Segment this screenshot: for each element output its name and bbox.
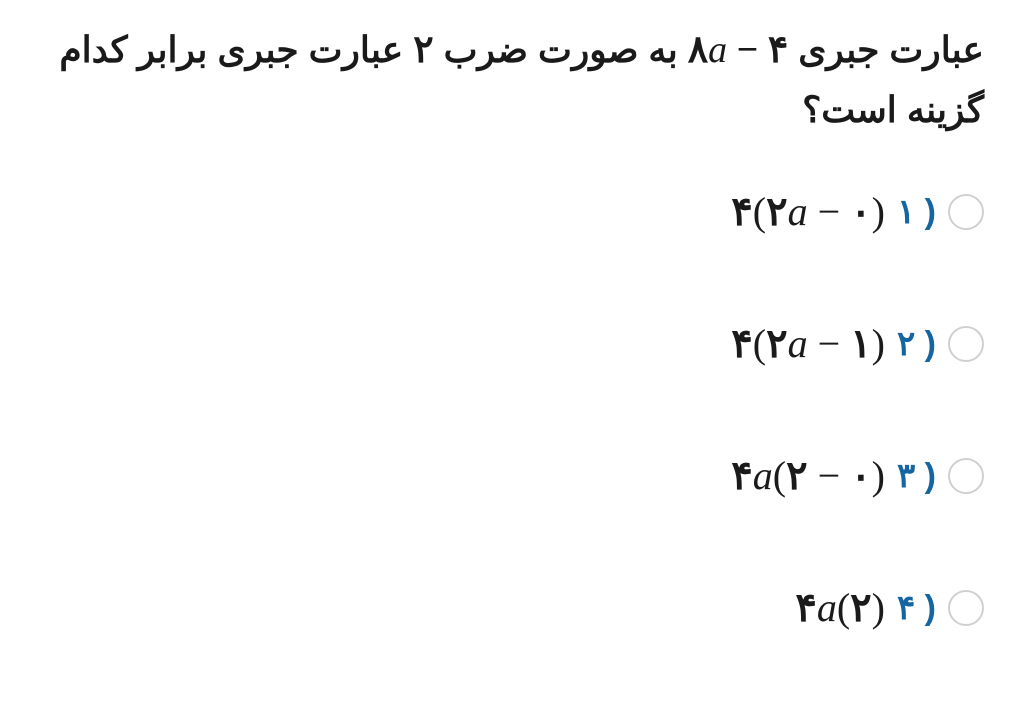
option-1[interactable]: ۴(۲a − ۰) ( ۱ (60, 188, 984, 235)
options-list: ۴(۲a − ۰) ( ۱ ۴(۲a − ۱) ( ۲ ۴a(۲ − ۰) ( … (40, 188, 984, 631)
radio-icon[interactable] (948, 194, 984, 230)
question-part1: عبارت جبری (788, 29, 984, 70)
option-4-number: ( ۴ (897, 588, 936, 628)
question-expression: ۸a − ۴ (688, 20, 789, 81)
option-1-number: ( ۱ (897, 192, 936, 232)
option-2[interactable]: ۴(۲a − ۱) ( ۲ (60, 320, 984, 367)
option-3[interactable]: ۴a(۲ − ۰) ( ۳ (60, 452, 984, 499)
option-3-number: ( ۳ (897, 456, 936, 496)
radio-icon[interactable] (948, 590, 984, 626)
option-2-number: ( ۲ (897, 324, 936, 364)
question-count: ۲ (413, 20, 433, 81)
option-4-formula: ۴a(۲) (795, 584, 885, 631)
radio-icon[interactable] (948, 326, 984, 362)
option-3-formula: ۴a(۲ − ۰) (731, 452, 885, 499)
radio-icon[interactable] (948, 458, 984, 494)
option-2-formula: ۴(۲a − ۱) (731, 320, 885, 367)
question-text: عبارت جبری ۸a − ۴ به صورت ضرب ۲ عبارت جب… (40, 20, 984, 138)
option-1-formula: ۴(۲a − ۰) (731, 188, 885, 235)
question-part2: به صورت ضرب (434, 29, 678, 70)
option-4[interactable]: ۴a(۲) ( ۴ (60, 584, 984, 631)
